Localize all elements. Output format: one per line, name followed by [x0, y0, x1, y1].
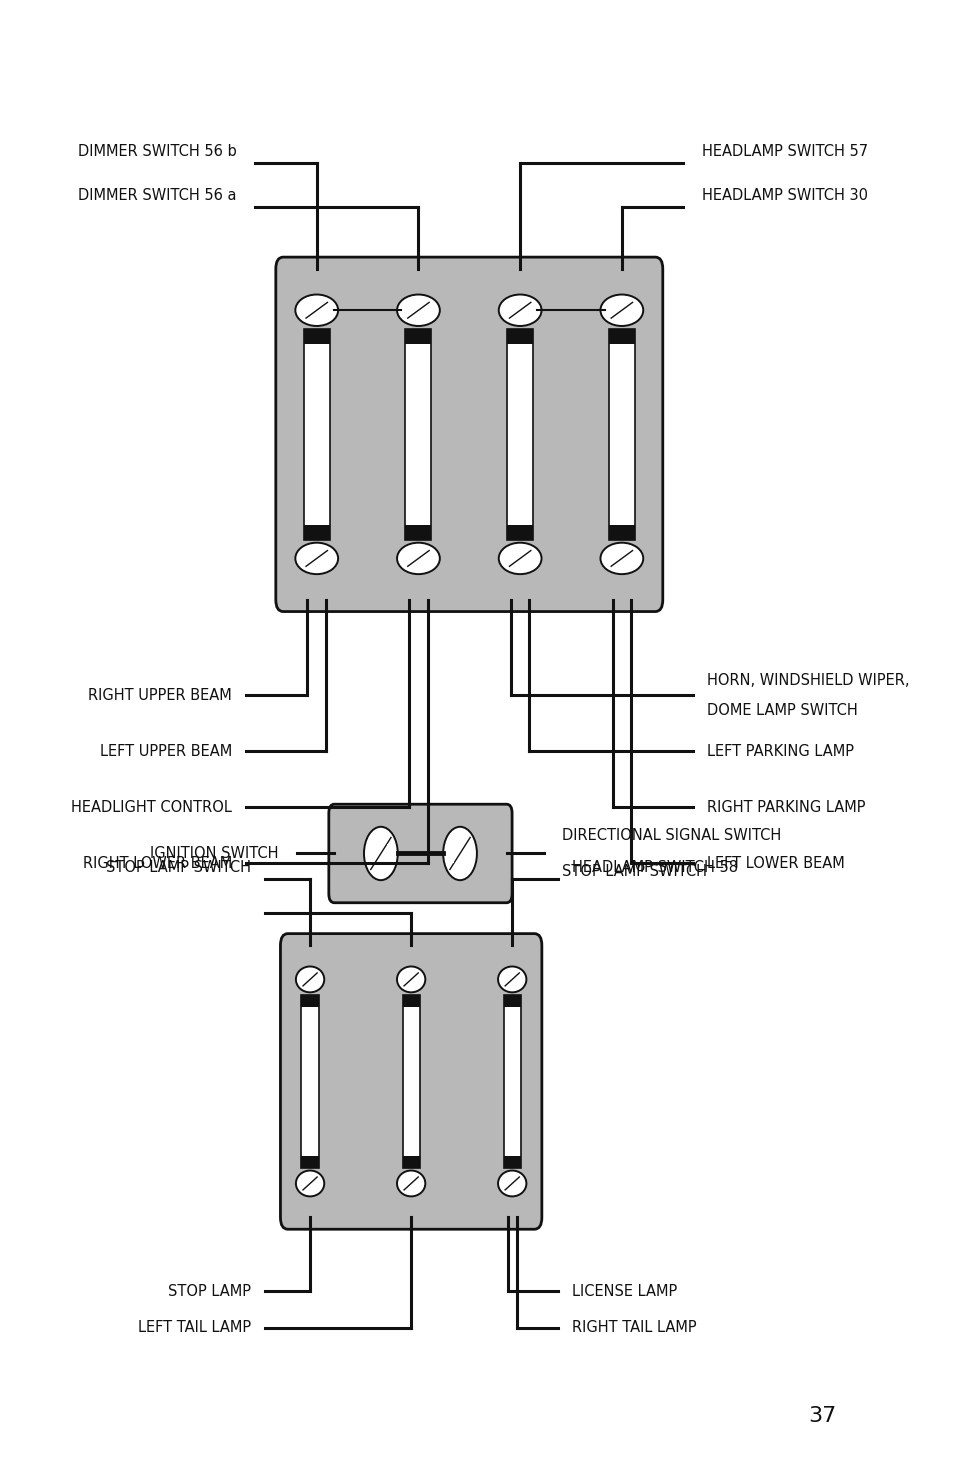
Text: LICENSE LAMP: LICENSE LAMP — [572, 1284, 677, 1299]
Bar — [304, 525, 330, 540]
Text: RIGHT LOWER BEAM: RIGHT LOWER BEAM — [82, 855, 232, 871]
Bar — [406, 330, 432, 540]
Text: DIMMER SWITCH 56 b: DIMMER SWITCH 56 b — [78, 143, 237, 158]
Bar — [304, 330, 330, 343]
Bar — [507, 330, 533, 540]
Ellipse shape — [499, 294, 542, 325]
Bar — [507, 525, 533, 540]
Bar — [301, 995, 318, 1007]
Text: RIGHT PARKING LAMP: RIGHT PARKING LAMP — [707, 800, 865, 815]
Bar — [609, 330, 635, 343]
Bar — [609, 525, 635, 540]
Bar — [406, 330, 432, 343]
Bar — [503, 1155, 521, 1168]
Bar — [406, 525, 432, 540]
Text: STOP LAMP SWITCH: STOP LAMP SWITCH — [105, 859, 250, 874]
Bar — [386, 845, 392, 864]
Ellipse shape — [296, 1170, 324, 1197]
Text: LEFT LOWER BEAM: LEFT LOWER BEAM — [707, 855, 844, 871]
Text: DIRECTIONAL SIGNAL SWITCH: DIRECTIONAL SIGNAL SWITCH — [562, 828, 782, 843]
FancyBboxPatch shape — [280, 933, 542, 1229]
Text: DOME LAMP SWITCH: DOME LAMP SWITCH — [707, 703, 857, 717]
Ellipse shape — [295, 543, 339, 574]
Ellipse shape — [498, 1170, 526, 1197]
Text: IGNITION SWITCH: IGNITION SWITCH — [151, 846, 279, 861]
Text: 37: 37 — [808, 1407, 837, 1426]
Text: HEADLAMP SWITCH 58: HEADLAMP SWITCH 58 — [572, 859, 737, 874]
Ellipse shape — [397, 543, 440, 574]
FancyBboxPatch shape — [329, 805, 512, 902]
Ellipse shape — [296, 966, 324, 992]
Text: STOP LAMP SWITCH: STOP LAMP SWITCH — [562, 864, 708, 879]
Bar — [304, 330, 330, 540]
Bar — [449, 845, 455, 864]
Bar — [301, 1155, 318, 1168]
Bar — [403, 995, 420, 1168]
Text: RIGHT UPPER BEAM: RIGHT UPPER BEAM — [88, 688, 232, 703]
Text: LEFT UPPER BEAM: LEFT UPPER BEAM — [100, 744, 232, 759]
Ellipse shape — [498, 966, 526, 992]
Ellipse shape — [397, 294, 440, 325]
Text: RIGHT TAIL LAMP: RIGHT TAIL LAMP — [572, 1321, 696, 1336]
Bar — [503, 995, 521, 1168]
Text: LEFT PARKING LAMP: LEFT PARKING LAMP — [707, 744, 854, 759]
Bar — [301, 995, 318, 1168]
Bar — [609, 330, 635, 540]
Ellipse shape — [397, 966, 426, 992]
Ellipse shape — [499, 543, 542, 574]
Text: HEADLIGHT CONTROL: HEADLIGHT CONTROL — [71, 800, 232, 815]
Ellipse shape — [600, 294, 643, 325]
Text: HEADLAMP SWITCH 57: HEADLAMP SWITCH 57 — [702, 143, 868, 158]
Text: STOP LAMP: STOP LAMP — [168, 1284, 250, 1299]
Bar — [403, 995, 420, 1007]
Text: HEADLAMP SWITCH 30: HEADLAMP SWITCH 30 — [702, 188, 868, 203]
Ellipse shape — [364, 827, 398, 880]
Bar — [403, 1155, 420, 1168]
Text: HORN, WINDSHIELD WIPER,: HORN, WINDSHIELD WIPER, — [707, 673, 909, 688]
Text: DIMMER SWITCH 56 a: DIMMER SWITCH 56 a — [79, 188, 237, 203]
Ellipse shape — [397, 1170, 426, 1197]
Ellipse shape — [443, 827, 477, 880]
Bar — [507, 330, 533, 343]
Ellipse shape — [295, 294, 339, 325]
Text: LEFT TAIL LAMP: LEFT TAIL LAMP — [137, 1321, 250, 1336]
Bar — [503, 995, 521, 1007]
FancyBboxPatch shape — [276, 257, 663, 611]
Ellipse shape — [600, 543, 643, 574]
